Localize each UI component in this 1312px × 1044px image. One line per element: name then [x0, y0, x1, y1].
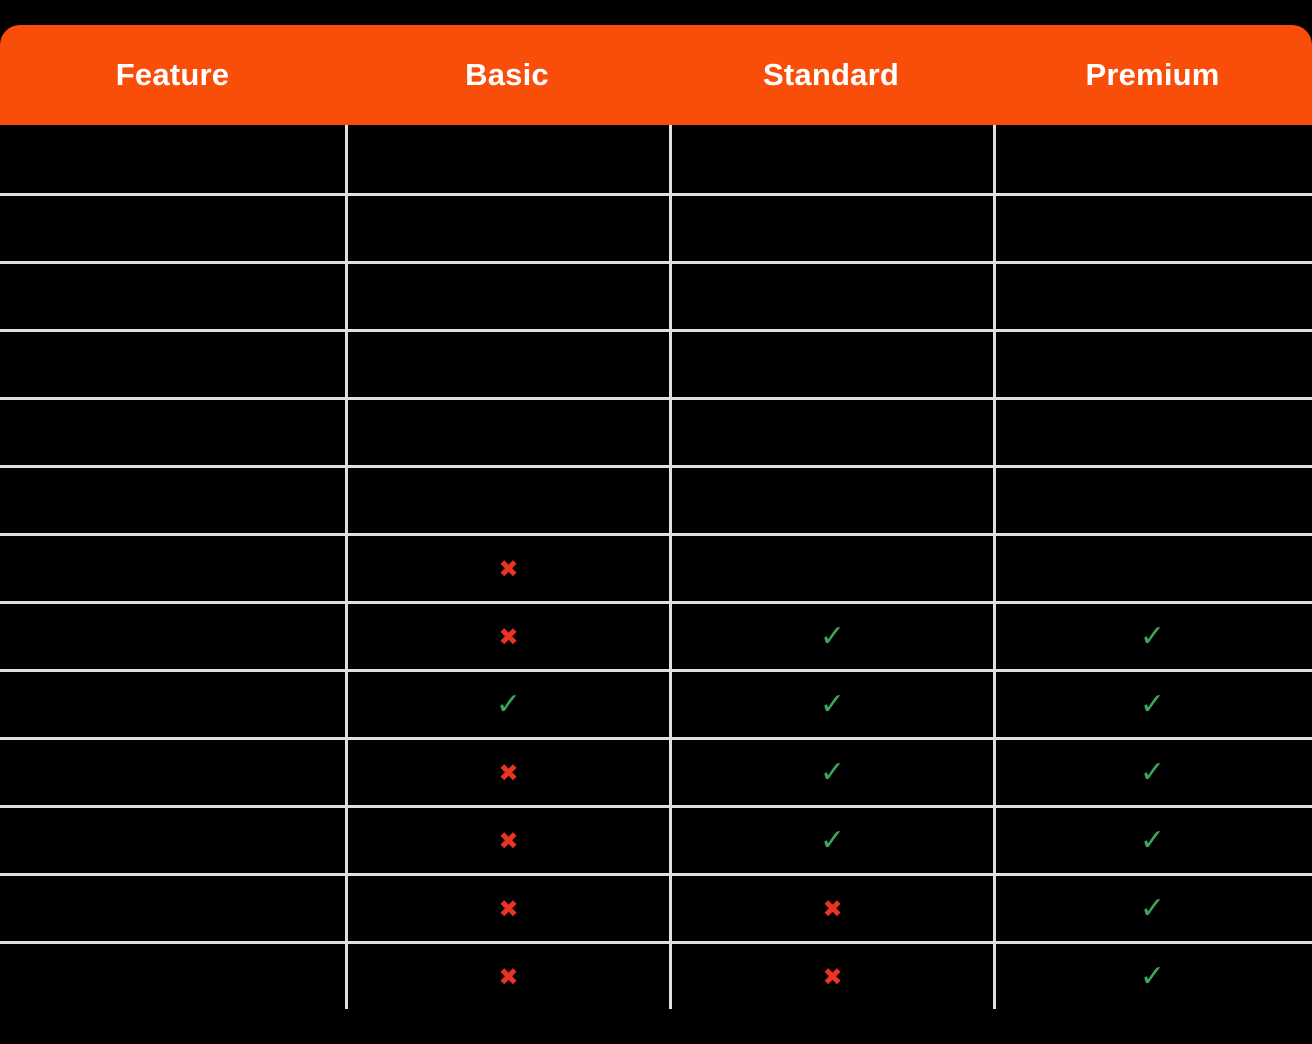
column-header-premium: Premium: [1085, 57, 1220, 92]
cell-premium: [993, 264, 1309, 329]
cell-standard: ✓: [669, 672, 993, 737]
check-icon: ✓: [819, 686, 846, 722]
column-header-feature: Feature: [115, 57, 230, 92]
table-row: [0, 465, 1312, 533]
table-row: ✖ ✓ ✓: [0, 737, 1312, 805]
check-icon: ✓: [1139, 686, 1166, 722]
check-icon: ✓: [819, 618, 846, 654]
cell-standard: ✓: [669, 740, 993, 805]
cell-standard: [669, 196, 993, 261]
feature-name-cell: [0, 468, 345, 533]
cell-basic: ✖: [345, 740, 669, 805]
table-row: ✖ ✓ ✓: [0, 805, 1312, 873]
cell-basic: [345, 196, 669, 261]
cell-premium: ✓: [993, 944, 1309, 1009]
feature-name-cell: [0, 944, 345, 1009]
cell-standard: ✓: [669, 604, 993, 669]
cell-standard: ✖: [669, 944, 993, 1009]
feature-name-cell: [0, 400, 345, 465]
cell-standard: [669, 332, 993, 397]
cell-standard: ✓: [669, 808, 993, 873]
cell-basic: ✖: [345, 876, 669, 941]
table-header-row: Feature Basic Standard Premium: [0, 25, 1312, 125]
feature-name-cell: [0, 740, 345, 805]
table-body: ✖ ✖ ✓ ✓ ✓ ✓ ✓ ✖ ✓ ✓ ✖ ✓ ✓ ✖ ✖ ✓ ✖ ✖ ✓: [0, 125, 1312, 1044]
cross-icon: ✖: [498, 622, 519, 651]
cell-premium: [993, 400, 1309, 465]
cell-standard: [669, 468, 993, 533]
cell-standard: ✖: [669, 876, 993, 941]
feature-name-cell: [0, 332, 345, 397]
table-row: [0, 193, 1312, 261]
check-icon: ✓: [1139, 618, 1166, 654]
cross-icon: ✖: [498, 554, 519, 583]
cell-basic: [345, 125, 669, 193]
cell-basic: ✖: [345, 944, 669, 1009]
cell-premium: [993, 125, 1309, 193]
cell-premium: [993, 332, 1309, 397]
cell-basic: ✖: [345, 604, 669, 669]
feature-name-cell: [0, 672, 345, 737]
cross-icon: ✖: [498, 962, 519, 991]
cell-premium: ✓: [993, 740, 1309, 805]
check-icon: ✓: [1139, 958, 1166, 994]
feature-name-cell: [0, 125, 345, 193]
cross-icon: ✖: [822, 962, 843, 991]
cell-basic: [345, 332, 669, 397]
cell-standard: [669, 400, 993, 465]
cell-basic: ✖: [345, 808, 669, 873]
cell-standard: [669, 536, 993, 601]
cell-premium: ✓: [993, 808, 1309, 873]
feature-name-cell: [0, 536, 345, 601]
cell-basic: [345, 400, 669, 465]
table-row: ✖ ✖ ✓: [0, 873, 1312, 941]
table-row: [0, 125, 1312, 193]
column-header-basic: Basic: [465, 57, 549, 92]
cell-premium: [993, 468, 1309, 533]
cell-standard: [669, 125, 993, 193]
check-icon: ✓: [1139, 822, 1166, 858]
feature-name-cell: [0, 808, 345, 873]
cell-premium: [993, 196, 1309, 261]
feature-name-cell: [0, 876, 345, 941]
cell-basic: ✖: [345, 536, 669, 601]
feature-name-cell: [0, 604, 345, 669]
table-row: [0, 397, 1312, 465]
cross-icon: ✖: [498, 894, 519, 923]
check-icon: ✓: [819, 754, 846, 790]
column-header-standard: Standard: [763, 57, 899, 92]
cell-premium: ✓: [993, 876, 1309, 941]
cell-premium: ✓: [993, 604, 1309, 669]
check-icon: ✓: [495, 686, 522, 722]
check-icon: ✓: [819, 822, 846, 858]
check-icon: ✓: [1139, 754, 1166, 790]
cross-icon: ✖: [498, 758, 519, 787]
table-row: ✖ ✖ ✓: [0, 941, 1312, 1009]
feature-name-cell: [0, 264, 345, 329]
check-icon: ✓: [1139, 890, 1166, 926]
table-row: ✖: [0, 533, 1312, 601]
cell-premium: ✓: [993, 672, 1309, 737]
cross-icon: ✖: [498, 826, 519, 855]
cell-standard: [669, 264, 993, 329]
feature-name-cell: [0, 196, 345, 261]
cell-basic: ✓: [345, 672, 669, 737]
cross-icon: ✖: [822, 894, 843, 923]
table-row: ✓ ✓ ✓: [0, 669, 1312, 737]
cell-premium: [993, 536, 1309, 601]
cell-basic: [345, 468, 669, 533]
table-row: ✖ ✓ ✓: [0, 601, 1312, 669]
table-row: [0, 329, 1312, 397]
cell-basic: [345, 264, 669, 329]
table-row: [0, 261, 1312, 329]
